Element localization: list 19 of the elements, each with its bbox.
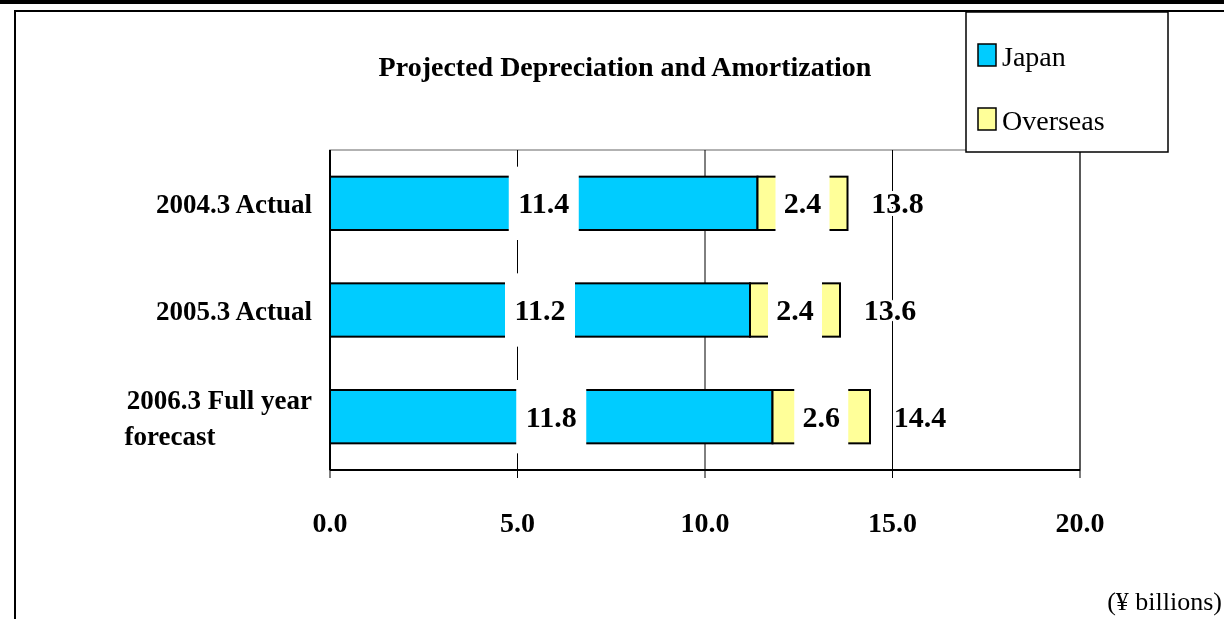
total-label: 14.4 xyxy=(893,399,947,433)
x-tick-label: 15.0 xyxy=(868,507,917,538)
data-label: 2.4 xyxy=(776,293,814,326)
data-label: 11.8 xyxy=(525,399,577,433)
legend-label: Overseas xyxy=(1002,105,1105,136)
x-axis-title: (¥ billions) xyxy=(1107,587,1222,616)
legend-label: Japan xyxy=(1002,41,1066,72)
x-tick-label: 10.0 xyxy=(680,507,730,538)
chart-title: Projected Depreciation and Amortization xyxy=(378,51,872,82)
y-tick-label: 2006.3 Full year forecast xyxy=(124,384,313,451)
data-label: 2.4 xyxy=(783,186,822,220)
y-tick-label: 2004.3 Actual xyxy=(155,189,313,220)
data-label: 11.4 xyxy=(518,186,570,220)
y-tick-label: 2005.3 Actual xyxy=(155,296,313,326)
x-tick-label: 5.0 xyxy=(500,507,535,538)
data-label: 11.2 xyxy=(514,293,566,326)
x-tick-label: 0.0 xyxy=(312,507,348,538)
x-tick-label: 20.0 xyxy=(1055,507,1105,538)
data-label: 2.6 xyxy=(802,399,840,433)
